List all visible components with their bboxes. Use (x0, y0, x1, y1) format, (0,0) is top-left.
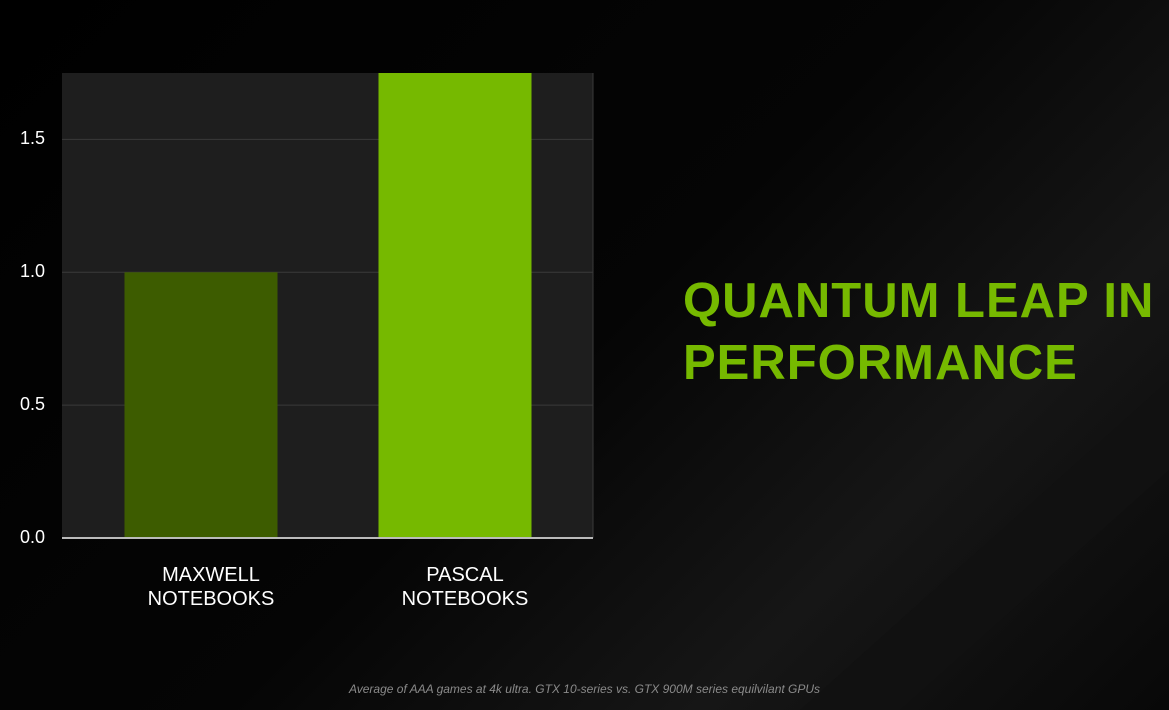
bar (124, 272, 278, 538)
x-tick-label: PASCAL NOTEBOOKS (401, 564, 529, 610)
y-tick-label: 1.0 (20, 261, 45, 281)
x-tick-label: MAXWELL NOTEBOOKS (147, 564, 275, 610)
footnote: Average of AAA games at 4k ultra. GTX 10… (348, 682, 821, 696)
bar (378, 73, 532, 538)
y-tick-label: 0.5 (20, 394, 45, 414)
background-stripe (800, 380, 1169, 710)
y-tick-label: 0.0 (20, 527, 45, 547)
chart-title: QUANTUM LEAP IN PERFORMANCE (683, 274, 1155, 390)
y-tick-label: 1.5 (20, 128, 45, 148)
